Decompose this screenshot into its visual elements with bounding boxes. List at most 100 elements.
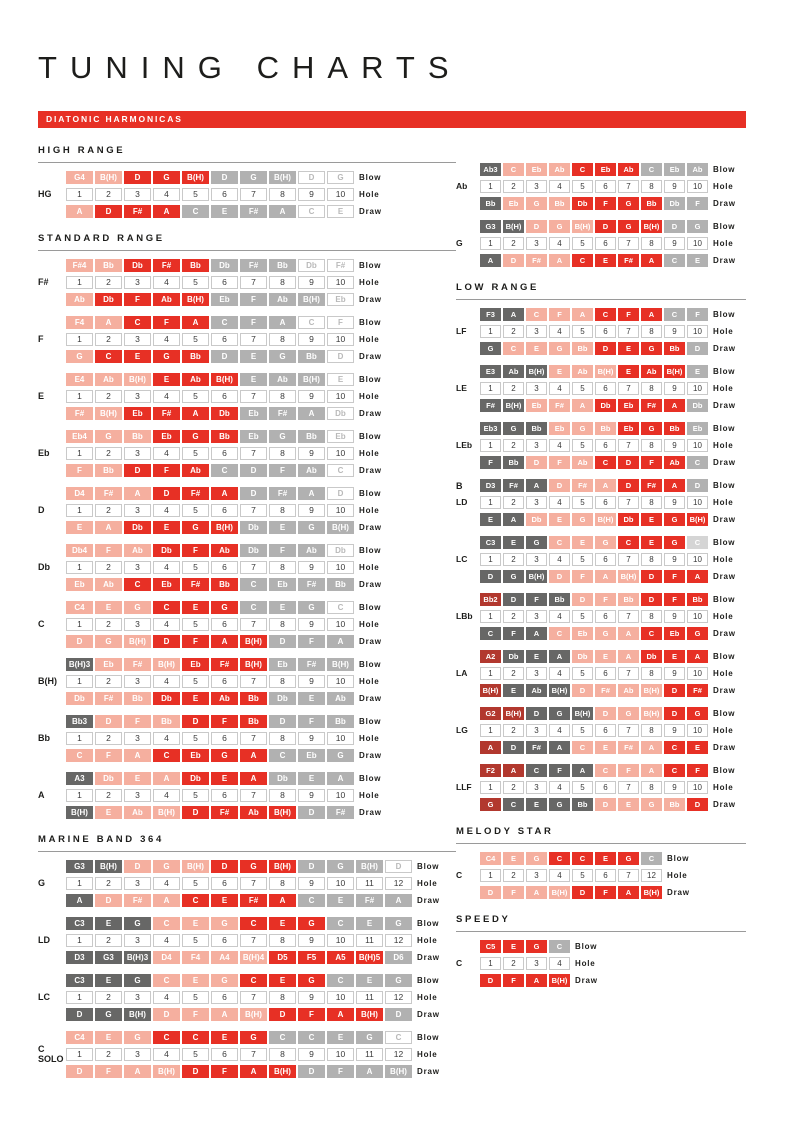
note-cell: D	[549, 570, 570, 583]
note-cell: F	[182, 1008, 209, 1021]
note-cell: F#	[480, 399, 501, 412]
hole-cell: 11	[356, 934, 383, 947]
note-cell: A	[503, 764, 524, 777]
note-cell: E	[327, 373, 354, 386]
note-cell: Eb	[182, 658, 209, 671]
note-cell: Eb	[664, 163, 685, 176]
chart-rows: F4 A C F A C F A C F Blow 1 2 3 4 5 6 7 8 9 10 Hole G C E G Bb D E G B…	[66, 316, 382, 363]
hole-cell: 7	[240, 390, 267, 403]
note-cell: B(H)	[572, 707, 593, 720]
chart-key: LG	[456, 724, 468, 735]
hole-cell: 8	[269, 877, 296, 890]
note-cell: G	[95, 635, 122, 648]
hole-cell: 3	[124, 877, 151, 890]
note-cell: C	[240, 601, 267, 614]
hole-cell: 3	[124, 789, 151, 802]
hole-cell: 2	[95, 877, 122, 890]
note-cell: Db	[211, 259, 238, 272]
note-cell: F#	[124, 205, 151, 218]
note-cell: D	[240, 464, 267, 477]
hole-cell: 9	[664, 610, 685, 623]
hole-cell: 1	[480, 610, 501, 623]
note-cell: Db	[298, 259, 325, 272]
note-cell: G2	[480, 707, 501, 720]
row-label-draw: Draw	[713, 743, 736, 752]
hole-cell: 9	[298, 991, 325, 1004]
note-cell: C4	[66, 1031, 93, 1044]
note-cell: A	[211, 487, 238, 500]
hole-cell: 2	[503, 724, 524, 737]
hole-cell: 3	[526, 667, 547, 680]
hole-cell: 4	[549, 553, 570, 566]
note-cell: G	[664, 536, 685, 549]
hole-cell: 6	[211, 1048, 238, 1061]
row-label-blow: Blow	[359, 318, 382, 327]
note-cell: F	[269, 544, 296, 557]
hole-cell: 1	[66, 276, 93, 289]
chart-row-draw: E A Db E G B(H) Db E G B(H) Draw	[480, 513, 736, 526]
note-cell: G	[182, 521, 209, 534]
row-label-draw: Draw	[713, 401, 736, 410]
note-cell: C	[664, 254, 685, 267]
note-cell: F#	[503, 479, 524, 492]
row-label-blow: Blow	[417, 1033, 440, 1042]
note-cell: C4	[480, 852, 501, 865]
row-label-draw: Draw	[713, 458, 736, 467]
note-cell: E	[503, 536, 524, 549]
note-cell: Ab	[641, 365, 662, 378]
chart-row-hole: 1 2 3 4 5 6 7 8 9 10 11 12 Hole	[66, 934, 440, 947]
chart-rows: G4 B(H) D G B(H) D G B(H) D G Blow 1 2 3 4 5 6 7 8 9 10 Hole A…	[66, 171, 382, 218]
note-cell: D	[641, 593, 662, 606]
tuning-chart-leb: LEb Eb3 G Bb Eb G Bb Eb G Bb Eb Blow 1 2 3 4 5 6 7 8 9 10 Hole…	[456, 422, 746, 469]
note-cell: Ab	[66, 293, 93, 306]
hole-cell: 6	[595, 382, 616, 395]
note-cell: Eb	[526, 399, 547, 412]
note-cell: Bb	[503, 456, 524, 469]
chart-row-hole: 1 2 3 4 5 6 7 8 9 10 Hole	[480, 667, 736, 680]
hole-cell: 8	[269, 675, 296, 688]
note-cell: Eb	[95, 658, 122, 671]
note-cell: C	[526, 764, 547, 777]
note-cell: C	[153, 749, 180, 762]
note-cell: E	[95, 806, 122, 819]
row-label-hole: Hole	[359, 392, 380, 401]
chart-row-draw: A D F# A C E F# A C E Draw	[480, 741, 736, 754]
note-cell: E	[549, 365, 570, 378]
note-cell: A	[95, 521, 122, 534]
hole-cell: 5	[572, 724, 593, 737]
note-cell: F#	[269, 407, 296, 420]
note-cell: B(H)	[95, 860, 122, 873]
note-cell: C	[124, 316, 151, 329]
note-cell: C3	[480, 536, 501, 549]
chart-row-hole: 1 2 3 4 5 6 7 8 9 10 Hole	[66, 390, 382, 403]
hole-cell: 4	[549, 439, 570, 452]
note-cell: G	[153, 171, 180, 184]
chart-row-hole: 1 2 3 4 5 6 7 8 9 10 Hole	[480, 382, 736, 395]
hole-cell: 3	[124, 1048, 151, 1061]
row-label-blow: Blow	[713, 367, 736, 376]
hole-cell: 11	[356, 877, 383, 890]
tuning-chart-db: Db Db4 F Ab Db F Ab Db F Ab Db Blow 1 2 3 4 5 6 7 8 9 10 Hole E…	[38, 544, 456, 591]
chart-key-label: LC	[456, 536, 480, 583]
chart-row-draw: F Bb D F Ab C D F Ab C Draw	[66, 464, 382, 477]
note-cell: E	[595, 852, 616, 865]
hole-cell: 4	[153, 618, 180, 631]
hole-cell: 4	[153, 188, 180, 201]
note-cell: D	[124, 464, 151, 477]
note-cell: E4	[66, 373, 93, 386]
note-cell: F#	[298, 658, 325, 671]
chart-row-hole: 1 2 3 4 5 6 7 8 9 10 11 12 Hole	[66, 991, 440, 1004]
note-cell: G	[124, 917, 151, 930]
note-cell: F	[572, 570, 593, 583]
chart-key: Ab	[456, 180, 468, 191]
hole-cell: 6	[211, 675, 238, 688]
row-label-hole: Hole	[713, 555, 734, 564]
hole-cell: 10	[687, 781, 708, 794]
chart-key: G	[456, 237, 463, 248]
note-cell: G3	[95, 951, 122, 964]
hole-cell: 5	[182, 447, 209, 460]
section-title: MARINE BAND 364	[38, 834, 164, 845]
note-cell: F4	[66, 316, 93, 329]
row-label-draw: Draw	[417, 896, 440, 905]
hole-cell: 1	[480, 724, 501, 737]
